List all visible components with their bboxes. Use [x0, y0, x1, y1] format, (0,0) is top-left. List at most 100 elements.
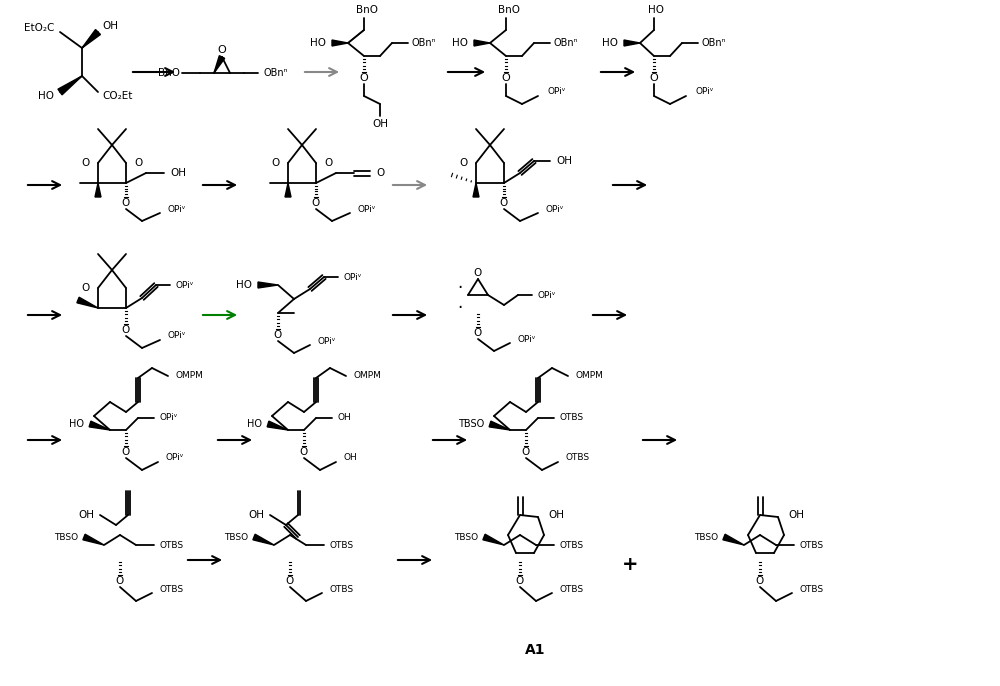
Text: TBSO: TBSO	[454, 532, 478, 541]
Text: HO: HO	[247, 419, 262, 429]
Polygon shape	[624, 40, 640, 46]
Text: OTBS: OTBS	[560, 541, 584, 549]
Text: O: O	[360, 73, 368, 83]
Text: O: O	[474, 268, 482, 278]
Text: HO: HO	[69, 419, 84, 429]
Text: OH: OH	[788, 510, 804, 520]
Text: O: O	[122, 325, 130, 335]
Polygon shape	[267, 421, 288, 430]
Text: BnO: BnO	[158, 68, 180, 78]
Text: OH: OH	[170, 168, 186, 178]
Text: OTBS: OTBS	[800, 541, 824, 549]
Text: OTBS: OTBS	[560, 584, 584, 593]
Text: OH: OH	[344, 453, 358, 462]
Text: O: O	[376, 168, 384, 178]
Text: O: O	[474, 328, 482, 338]
Text: O: O	[116, 576, 124, 586]
Text: OH: OH	[548, 510, 564, 520]
Text: OPiᵛ: OPiᵛ	[318, 337, 336, 346]
Text: O: O	[460, 158, 468, 168]
Text: O: O	[286, 576, 294, 586]
Text: OBnⁿ: OBnⁿ	[554, 38, 578, 48]
Text: OH: OH	[338, 414, 352, 423]
Text: O: O	[312, 198, 320, 208]
Text: HO: HO	[310, 38, 326, 48]
Text: HO: HO	[38, 91, 54, 101]
Text: O: O	[522, 447, 530, 457]
Text: OMPM: OMPM	[176, 372, 204, 381]
Text: OTBS: OTBS	[160, 541, 184, 549]
Text: OPiᵛ: OPiᵛ	[696, 88, 714, 97]
Text: O: O	[324, 158, 332, 168]
Polygon shape	[483, 534, 504, 545]
Text: OTBS: OTBS	[330, 541, 354, 549]
Polygon shape	[332, 40, 348, 46]
Polygon shape	[723, 534, 744, 545]
Text: OTBS: OTBS	[160, 584, 184, 593]
Text: OH: OH	[556, 156, 572, 166]
Text: HO: HO	[452, 38, 468, 48]
Text: OBnⁿ: OBnⁿ	[702, 38, 726, 48]
Text: OPiᵛ: OPiᵛ	[166, 453, 184, 462]
Text: O: O	[82, 283, 90, 293]
Text: ·: ·	[457, 299, 463, 317]
Polygon shape	[83, 534, 104, 545]
Text: OTBS: OTBS	[560, 414, 584, 423]
Text: OMPM: OMPM	[576, 372, 604, 381]
Text: TBSO: TBSO	[224, 532, 248, 541]
Text: EtO₂C: EtO₂C	[24, 23, 54, 33]
Text: A1: A1	[525, 643, 545, 657]
Text: OBnⁿ: OBnⁿ	[412, 38, 436, 48]
Text: O: O	[500, 198, 508, 208]
Polygon shape	[82, 29, 100, 48]
Text: OTBS: OTBS	[566, 453, 590, 462]
Polygon shape	[253, 534, 274, 545]
Text: OPiᵛ: OPiᵛ	[538, 290, 556, 300]
Text: OPiᵛ: OPiᵛ	[168, 204, 186, 213]
Text: OBnⁿ: OBnⁿ	[264, 68, 288, 78]
Text: TBSO: TBSO	[458, 419, 484, 429]
Text: OPiᵛ: OPiᵛ	[344, 272, 362, 281]
Polygon shape	[348, 30, 364, 43]
Text: O: O	[82, 158, 90, 168]
Polygon shape	[258, 282, 278, 288]
Text: HO: HO	[648, 5, 664, 15]
Polygon shape	[58, 76, 82, 95]
Text: O: O	[756, 576, 764, 586]
Text: OMPM: OMPM	[354, 372, 382, 381]
Polygon shape	[214, 56, 225, 73]
Text: OPiᵛ: OPiᵛ	[168, 331, 186, 340]
Text: O: O	[122, 198, 130, 208]
Text: OPiᵛ: OPiᵛ	[546, 204, 564, 213]
Polygon shape	[95, 183, 101, 197]
Text: O: O	[300, 447, 308, 457]
Polygon shape	[474, 40, 490, 46]
Text: OH: OH	[248, 510, 264, 520]
Text: OPiᵛ: OPiᵛ	[548, 88, 566, 97]
Text: OH: OH	[372, 119, 388, 129]
Text: BnO: BnO	[498, 5, 520, 15]
Text: O: O	[272, 158, 280, 168]
Text: HO: HO	[602, 38, 618, 48]
Text: O: O	[134, 158, 142, 168]
Polygon shape	[489, 421, 510, 430]
Text: CO₂Et: CO₂Et	[102, 91, 132, 101]
Polygon shape	[473, 183, 479, 197]
Text: OH: OH	[78, 510, 94, 520]
Text: TBSO: TBSO	[54, 532, 78, 541]
Polygon shape	[285, 183, 291, 197]
Text: O: O	[218, 45, 226, 55]
Text: O: O	[650, 73, 658, 83]
Text: BnO: BnO	[356, 5, 378, 15]
Text: TBSO: TBSO	[694, 532, 718, 541]
Text: OH: OH	[102, 21, 118, 31]
Text: +: +	[622, 556, 638, 574]
Text: OPiᵛ: OPiᵛ	[358, 204, 376, 213]
Text: O: O	[122, 447, 130, 457]
Text: O: O	[502, 73, 510, 83]
Text: O: O	[274, 330, 282, 340]
Text: OTBS: OTBS	[330, 584, 354, 593]
Text: ·: ·	[457, 279, 463, 297]
Text: OPiᵛ: OPiᵛ	[176, 281, 194, 289]
Polygon shape	[77, 297, 98, 308]
